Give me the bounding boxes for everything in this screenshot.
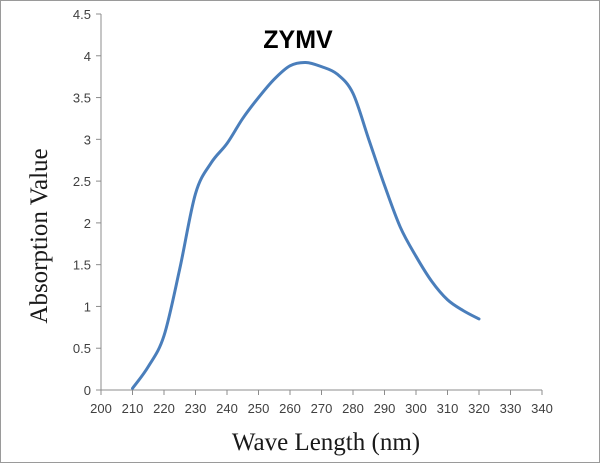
y-tick-label: 2 [84, 216, 91, 231]
data-point [383, 184, 386, 187]
data-point [257, 96, 260, 99]
y-tick-label: 4 [84, 49, 91, 64]
data-point [352, 92, 355, 95]
data-point [446, 298, 449, 301]
data-point [462, 309, 465, 312]
x-tick-label: 280 [342, 401, 364, 416]
x-tick-label: 270 [311, 401, 333, 416]
y-tick-label: 3.5 [73, 91, 91, 106]
x-tick-label: 320 [468, 401, 490, 416]
data-point [399, 226, 402, 229]
x-axis-title: Wave Length (nm) [232, 429, 420, 456]
y-tick-label: 0 [84, 383, 91, 398]
data-point [241, 117, 244, 120]
x-ticks: 200 210 220 230 240 250 260 270 280 290 300 310 320 3… [90, 390, 553, 416]
y-tick-label: 1.5 [73, 258, 91, 273]
x-tick-label: 200 [90, 401, 112, 416]
series-points [131, 61, 481, 390]
y-axis-title: Absorption Value [26, 148, 53, 323]
x-tick-label: 310 [437, 401, 459, 416]
x-tick-label: 300 [405, 401, 427, 416]
x-tick-label: 330 [500, 401, 522, 416]
x-tick-label: 230 [185, 401, 207, 416]
data-point [194, 192, 197, 195]
y-tick-label: 1 [84, 299, 91, 314]
y-tick-label: 4.5 [73, 7, 91, 22]
chart-title: ZYMV [263, 26, 333, 54]
x-tick-label: 260 [279, 401, 301, 416]
data-point [226, 142, 229, 145]
data-point [178, 267, 181, 270]
data-point [415, 255, 418, 258]
y-tick-label: 3 [84, 132, 91, 147]
data-point [430, 280, 433, 283]
absorption-series-line [131, 60, 481, 390]
data-point [210, 161, 213, 164]
data-point [147, 365, 150, 368]
y-ticks: 0 0.5 1 1.5 2 2.5 3 3.5 4 4.5 [73, 7, 101, 398]
x-tick-label: 250 [248, 401, 270, 416]
data-point [320, 65, 323, 68]
y-tick-label: 2.5 [73, 174, 91, 189]
data-point [367, 138, 370, 141]
data-point [478, 317, 481, 320]
x-tick-label: 240 [216, 401, 238, 416]
x-tick-label: 220 [153, 401, 175, 416]
x-tick-label: 340 [531, 401, 553, 416]
data-point [289, 64, 292, 67]
x-tick-label: 290 [374, 401, 396, 416]
data-point [163, 334, 166, 337]
data-point [273, 78, 276, 81]
y-tick-label: 0.5 [73, 341, 91, 356]
x-tick-label: 210 [122, 401, 144, 416]
axes [100, 14, 542, 391]
data-point [304, 61, 307, 64]
data-point [131, 387, 134, 390]
data-point [336, 73, 339, 76]
